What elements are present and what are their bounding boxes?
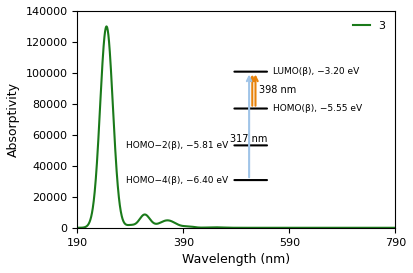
Text: 398 nm: 398 nm xyxy=(259,85,296,95)
X-axis label: Wavelength (nm): Wavelength (nm) xyxy=(182,253,290,266)
Text: LUMO(β), −3.20 eV: LUMO(β), −3.20 eV xyxy=(273,67,359,76)
Text: HOMO−4(β), −6.40 eV: HOMO−4(β), −6.40 eV xyxy=(126,176,228,185)
Y-axis label: Absorptivity: Absorptivity xyxy=(7,82,20,157)
Legend: 3: 3 xyxy=(349,16,390,35)
Text: HOMO−2(β), −5.81 eV: HOMO−2(β), −5.81 eV xyxy=(126,141,228,150)
Text: HOMO(β), −5.55 eV: HOMO(β), −5.55 eV xyxy=(273,104,362,113)
Text: 317 nm: 317 nm xyxy=(230,134,267,144)
